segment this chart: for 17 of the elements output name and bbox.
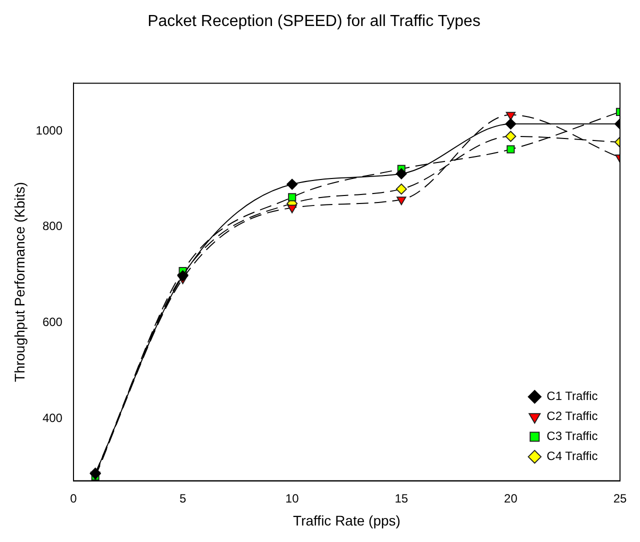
x-tick-label: 20: [504, 491, 518, 506]
legend-label: C3 Traffic: [546, 429, 598, 444]
x-tick-label: 0: [70, 491, 78, 506]
x-tick-label: 15: [394, 491, 408, 506]
y-tick-label: 800: [42, 219, 63, 234]
legend-label: C1 Traffic: [546, 389, 598, 404]
x-tick-label: 5: [179, 491, 186, 506]
chart-title: Packet Reception (SPEED) for all Traffic Types: [148, 13, 480, 30]
legend-label: C2 Traffic: [546, 409, 598, 424]
x-tick-label: 25: [613, 491, 627, 506]
y-tick-label: 1000: [36, 123, 63, 138]
x-tick-label: 10: [285, 491, 300, 506]
legend-label: C4 Traffic: [546, 449, 598, 464]
y-axis-title: Throughput Performance (Kbits): [11, 182, 28, 382]
y-tick-label: 400: [42, 410, 63, 425]
y-tick-label: 600: [42, 315, 63, 330]
x-axis-title: Traffic Rate (pps): [293, 512, 400, 528]
